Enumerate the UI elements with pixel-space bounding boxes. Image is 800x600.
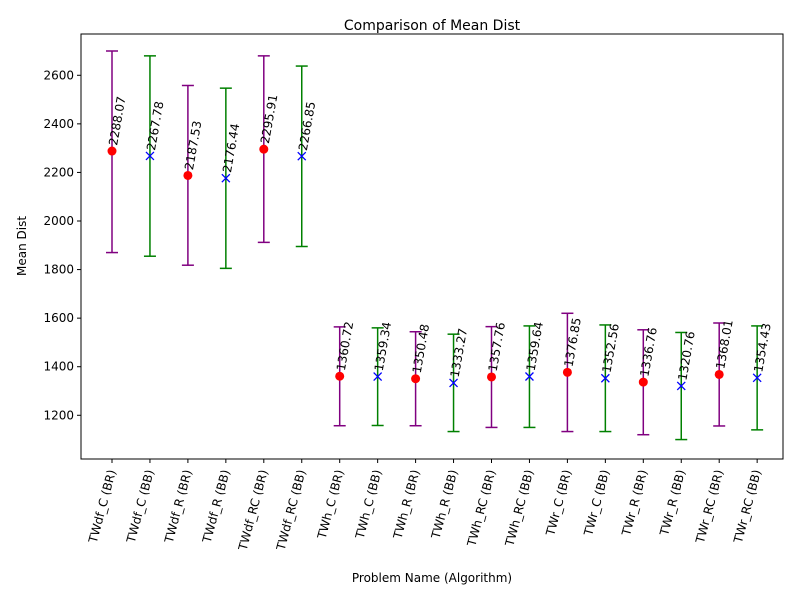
x-tick-label: TWdf_C (BB)	[124, 468, 157, 545]
mean-marker-circle	[183, 170, 193, 180]
data-label: 2267.78	[144, 100, 166, 151]
mean-marker-circle	[259, 144, 269, 154]
data-label: 1352.56	[600, 322, 622, 373]
y-tick-label: 1400	[43, 360, 74, 374]
mean-marker-x-stroke	[524, 372, 534, 381]
axes-frame	[80, 33, 784, 460]
x-tick-label: TWdf_RC (BR)	[235, 468, 270, 553]
x-tick-label: TWh_R (BR)	[390, 468, 422, 541]
data-label: 2288.07	[106, 95, 128, 146]
mean-marker-circle	[638, 377, 648, 387]
mean-marker-x	[373, 372, 383, 382]
y-tick-label: 2400	[43, 117, 74, 131]
mean-marker-x-stroke	[145, 151, 155, 161]
mean-marker-circle	[714, 369, 724, 379]
mean-marker-x	[221, 173, 231, 183]
y-tick-label: 1800	[43, 263, 74, 277]
data-label: 1357.76	[486, 321, 508, 372]
plot-area: 2288.07 2267.78 2187.53 2176.44 2295.91 2266.…	[106, 50, 774, 441]
data-label: 1360.72	[334, 320, 356, 371]
x-tick-label: TWh_C (BB)	[352, 468, 384, 541]
mean-marker-x-stroke	[373, 372, 383, 382]
data-label: 2187.53	[182, 120, 204, 171]
x-tick-label: TWr_RC (BB)	[731, 468, 764, 545]
data-label: 1320.76	[675, 330, 697, 381]
x-tick-label: TWr_R (BB)	[657, 468, 688, 538]
x-tick-label: TWdf_RC (BB)	[273, 468, 308, 553]
x-tick-label: TWr_C (BR)	[543, 468, 574, 538]
x-tick-label: TWh_C (BR)	[314, 468, 346, 541]
data-label: 2266.85	[296, 100, 318, 151]
data-label: 1368.01	[713, 319, 735, 370]
mean-marker-x	[752, 373, 762, 383]
x-axis: TWdf_C (BR) TWdf_C (BB) TWdf_R (BR) TWdf_R …	[86, 459, 764, 553]
x-axis-label: Problem Name (Algorithm)	[352, 571, 512, 585]
mean-marker-x	[676, 381, 686, 391]
mean-marker-x	[297, 151, 307, 161]
data-label: 1376.85	[562, 317, 584, 368]
data-label: 2295.91	[258, 93, 280, 144]
data-label: 1354.43	[751, 322, 773, 373]
x-tick-label: TWh_R (BB)	[428, 468, 460, 541]
x-tick-label: TWr_RC (BR)	[693, 468, 726, 545]
data-label: 2176.44	[220, 122, 242, 173]
data-label: 1359.64	[524, 321, 546, 372]
mean-marker-x	[524, 372, 534, 381]
x-tick-label: TWdf_R (BR)	[162, 468, 195, 545]
y-tick-label: 2200	[43, 165, 74, 179]
data-label: 1336.76	[637, 326, 659, 377]
x-tick-label: TWdf_C (BR)	[86, 468, 119, 545]
x-tick-label: TWh_RC (BB)	[502, 468, 536, 548]
x-tick-label: TWdf_R (BB)	[200, 468, 233, 545]
y-tick-label: 2600	[43, 68, 74, 82]
mean-marker-x	[449, 378, 459, 388]
mean-marker-circle	[107, 146, 117, 156]
mean-marker-circle	[562, 367, 572, 377]
mean-marker-x-stroke	[600, 373, 610, 383]
y-tick-label: 1200	[43, 408, 74, 422]
y-tick-label: 2000	[43, 214, 74, 228]
data-label: 1350.48	[410, 323, 432, 374]
y-tick-label: 1600	[43, 311, 74, 325]
y-axis-label: Mean Dist	[15, 216, 29, 276]
mean-marker-x-stroke	[752, 373, 762, 383]
x-tick-label: TWh_RC (BR)	[464, 468, 498, 549]
mean-marker-x-stroke	[221, 173, 231, 183]
x-tick-label: TWr_C (BB)	[581, 468, 612, 538]
mean-marker-x-stroke	[297, 151, 307, 161]
mean-marker-circle	[335, 371, 345, 381]
mean-marker-x-stroke	[449, 378, 459, 388]
mean-marker-circle	[411, 374, 421, 384]
mean-marker-x	[145, 151, 155, 161]
mean-marker-x	[600, 373, 610, 383]
mean-marker-circle	[487, 372, 496, 382]
x-tick-label: TWr_R (BR)	[619, 468, 650, 538]
chart-title: Comparison of Mean Dist	[344, 18, 521, 34]
mean-marker-x-stroke	[676, 381, 686, 391]
y-axis: 1200 1400 1600 1800 2000 2200 2400 2600	[43, 68, 81, 422]
